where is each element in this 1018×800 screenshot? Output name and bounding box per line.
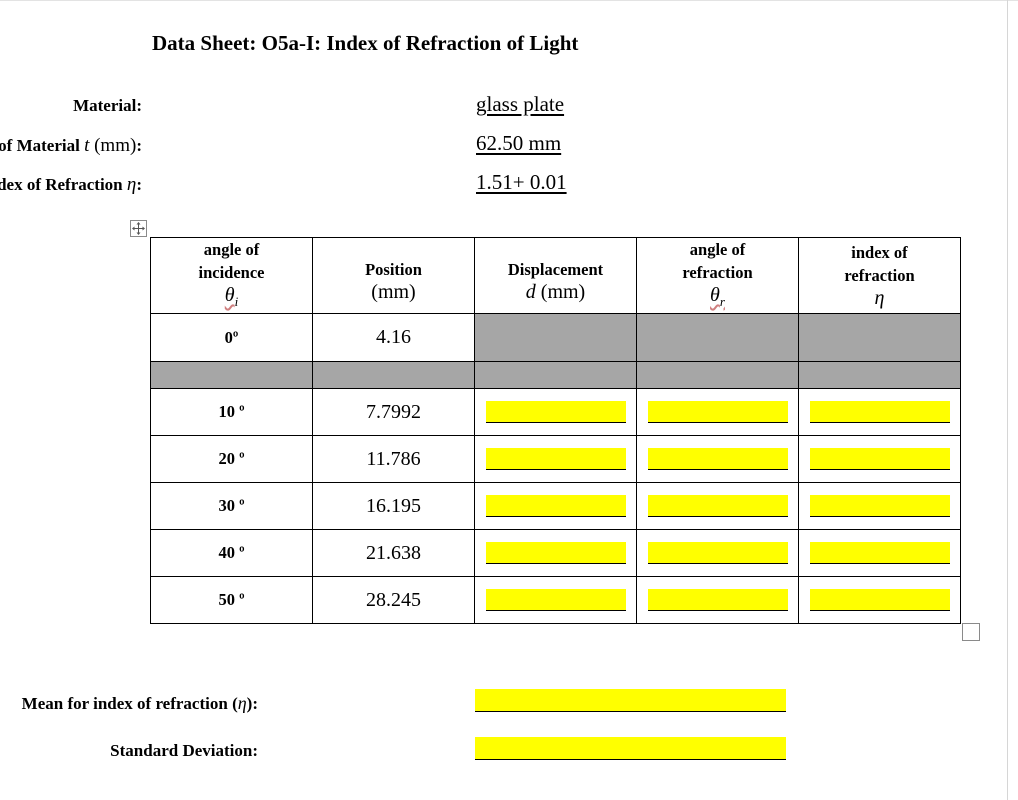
header-index-of-refraction: index of refraction η: [798, 237, 961, 314]
index-cell[interactable]: [798, 576, 961, 624]
refraction-angle-input[interactable]: [647, 448, 788, 470]
gray-cell: [798, 361, 961, 389]
index-input[interactable]: [809, 495, 950, 517]
position-cell[interactable]: 16.195: [312, 482, 475, 530]
material-label: Material:: [73, 96, 142, 115]
gray-cell: [150, 361, 313, 389]
mean-input[interactable]: [475, 689, 786, 712]
header-angle-of-incidence: angle of incidence θi: [150, 237, 313, 314]
material-row: Material: glass plate: [0, 90, 700, 116]
displacement-cell[interactable]: [474, 388, 637, 436]
table-header-row: angle of incidence θi Position (mm) Disp…: [150, 237, 961, 314]
index-input[interactable]: [809, 542, 950, 564]
displacement-input[interactable]: [485, 448, 626, 470]
gray-cell: [636, 361, 799, 389]
data-table: angle of incidence θi Position (mm) Disp…: [150, 237, 961, 624]
index-cell[interactable]: [798, 435, 961, 483]
angle-cell: 30 º: [150, 482, 313, 530]
table-row: 50 º 28.245: [150, 576, 961, 624]
index-input[interactable]: [809, 448, 950, 470]
theoretical-index-row: Theoretical Index of Refraction η: 1.51+…: [0, 168, 700, 195]
move-arrows-icon[interactable]: [130, 220, 147, 237]
thickness-row: Thickness of Material t (mm): 62.50 mm: [0, 129, 700, 156]
gray-separator-row: [150, 361, 961, 389]
header-displacement: Displacement d (mm): [474, 237, 637, 314]
refraction-angle-cell[interactable]: [636, 576, 799, 624]
refraction-angle-cell[interactable]: [636, 435, 799, 483]
refraction-angle-input[interactable]: [647, 542, 788, 564]
table-row: 10 º 7.7992: [150, 388, 961, 436]
refraction-angle-input[interactable]: [647, 401, 788, 423]
gray-cell: [474, 361, 637, 389]
thickness-value[interactable]: 62.50 mm: [476, 131, 562, 155]
gray-cell: [474, 313, 637, 362]
position-cell[interactable]: 21.638: [312, 529, 475, 577]
displacement-cell[interactable]: [474, 435, 637, 483]
refraction-angle-cell[interactable]: [636, 529, 799, 577]
position-cell[interactable]: 11.786: [312, 435, 475, 483]
angle-cell: 50 º: [150, 576, 313, 624]
gray-cell: [636, 313, 799, 362]
refraction-angle-input[interactable]: [647, 589, 788, 611]
displacement-cell[interactable]: [474, 529, 637, 577]
displacement-cell[interactable]: [474, 482, 637, 530]
std-dev-label: Standard Deviation:: [110, 741, 258, 760]
theoretical-index-value[interactable]: 1.51+ 0.01: [476, 170, 567, 194]
index-cell[interactable]: [798, 388, 961, 436]
thickness-label: Thickness of Material t (mm):: [0, 135, 142, 156]
table-row: 40 º 21.638: [150, 529, 961, 577]
displacement-input[interactable]: [485, 495, 626, 517]
displacement-input[interactable]: [485, 589, 626, 611]
std-dev-row: Standard Deviation:: [0, 737, 800, 763]
reference-row: 0º 4.16: [150, 313, 961, 362]
displacement-input[interactable]: [485, 401, 626, 423]
refraction-angle-input[interactable]: [647, 495, 788, 517]
gray-cell: [312, 361, 475, 389]
gray-cell: [798, 313, 961, 362]
header-position: Position (mm): [312, 237, 475, 314]
position-cell[interactable]: 28.245: [312, 576, 475, 624]
refraction-angle-cell[interactable]: [636, 482, 799, 530]
angle-cell: 20 º: [150, 435, 313, 483]
theoretical-index-label: Theoretical Index of Refraction η:: [0, 174, 142, 195]
table-row: 30 º 16.195: [150, 482, 961, 530]
page-top-edge: [0, 0, 1018, 1]
page-title: Data Sheet: O5a-I: Index of Refraction o…: [152, 31, 579, 55]
resize-square-icon[interactable]: [962, 623, 980, 641]
index-cell[interactable]: [798, 482, 961, 530]
reference-angle: 0º: [150, 313, 313, 362]
index-cell[interactable]: [798, 529, 961, 577]
index-input[interactable]: [809, 589, 950, 611]
mean-label: Mean for index of refraction (η):: [21, 693, 258, 713]
mean-row: Mean for index of refraction (η):: [0, 689, 800, 715]
displacement-input[interactable]: [485, 542, 626, 564]
index-input[interactable]: [809, 401, 950, 423]
header-angle-of-refraction: angle of refraction θr: [636, 237, 799, 314]
angle-cell: 10 º: [150, 388, 313, 436]
position-cell[interactable]: 7.7992: [312, 388, 475, 436]
std-dev-input[interactable]: [475, 737, 786, 760]
material-value[interactable]: glass plate: [476, 92, 565, 116]
page-right-edge: [1007, 0, 1008, 800]
refraction-angle-cell[interactable]: [636, 388, 799, 436]
displacement-cell[interactable]: [474, 576, 637, 624]
reference-position[interactable]: 4.16: [312, 313, 475, 362]
angle-cell: 40 º: [150, 529, 313, 577]
table-row: 20 º 11.786: [150, 435, 961, 483]
